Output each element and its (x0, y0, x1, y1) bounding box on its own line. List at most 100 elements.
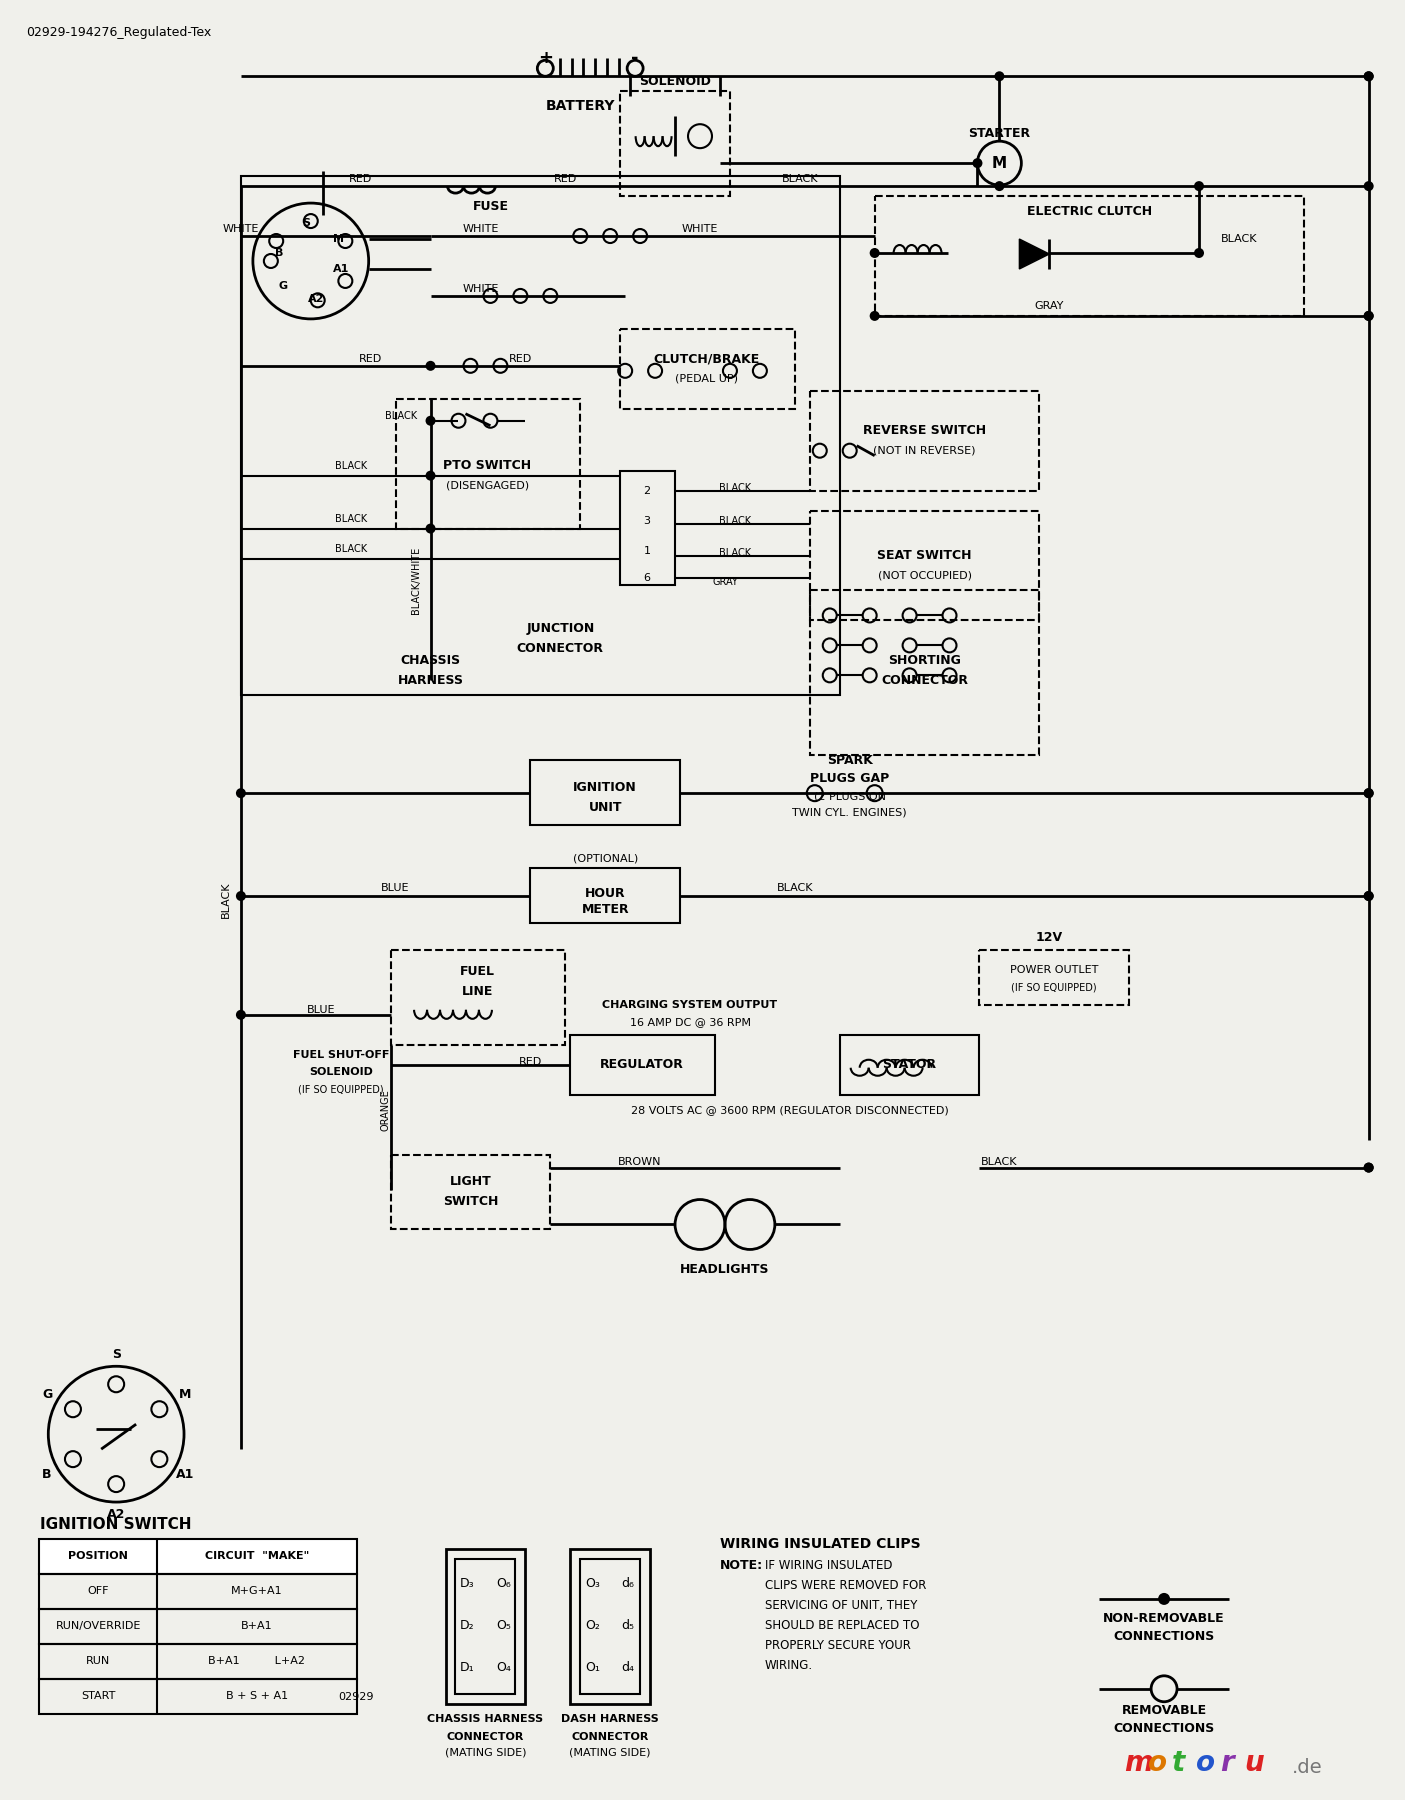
Circle shape (1364, 182, 1374, 191)
Text: BLUE: BLUE (381, 884, 410, 893)
Circle shape (1364, 311, 1374, 320)
Text: BLACK: BLACK (781, 175, 818, 184)
Text: BLACK: BLACK (385, 410, 417, 421)
Text: ELECTRIC CLUTCH: ELECTRIC CLUTCH (1027, 205, 1152, 218)
Text: (IF SO EQUIPPED): (IF SO EQUIPPED) (1012, 983, 1097, 994)
Text: M: M (178, 1388, 191, 1400)
Circle shape (426, 416, 436, 427)
Bar (620, 329, 795, 409)
Text: IGNITION SWITCH: IGNITION SWITCH (41, 1517, 192, 1532)
Text: t: t (1172, 1748, 1186, 1777)
Text: O₁: O₁ (584, 1661, 600, 1674)
Text: JUNCTION: JUNCTION (525, 623, 594, 635)
Bar (809, 511, 1040, 621)
Text: O₂: O₂ (584, 1620, 600, 1633)
Circle shape (972, 158, 982, 167)
Text: HOUR: HOUR (584, 887, 625, 900)
Bar (979, 950, 1130, 1004)
Text: REGULATOR: REGULATOR (600, 1058, 684, 1071)
Circle shape (1364, 788, 1374, 797)
Text: 2: 2 (643, 486, 651, 495)
Text: G: G (42, 1388, 52, 1400)
Text: (PEDAL UP): (PEDAL UP) (676, 374, 739, 383)
Text: CLIPS WERE REMOVED FOR: CLIPS WERE REMOVED FOR (764, 1579, 926, 1593)
Text: A2: A2 (308, 293, 325, 304)
Text: CHARGING SYSTEM OUTPUT: CHARGING SYSTEM OUTPUT (603, 999, 777, 1010)
Text: WIRING INSULATED CLIPS: WIRING INSULATED CLIPS (719, 1537, 920, 1552)
Bar (570, 1035, 715, 1094)
Text: CHASSIS HARNESS: CHASSIS HARNESS (427, 1714, 544, 1724)
Text: NON-REMOVABLE: NON-REMOVABLE (1103, 1613, 1225, 1625)
Text: FUSE: FUSE (472, 200, 509, 212)
Text: RED: RED (360, 355, 382, 364)
Text: .de: .de (1291, 1757, 1322, 1777)
Text: SPARK: SPARK (826, 754, 873, 767)
Circle shape (1364, 72, 1374, 81)
Circle shape (995, 182, 1005, 191)
Text: O₅: O₅ (496, 1620, 511, 1633)
Text: o: o (1148, 1748, 1168, 1777)
Text: PTO SWITCH: PTO SWITCH (444, 459, 531, 472)
Text: CLUTCH/BRAKE: CLUTCH/BRAKE (653, 353, 760, 365)
Text: CHASSIS: CHASSIS (400, 653, 461, 666)
Text: REMOVABLE: REMOVABLE (1121, 1705, 1207, 1717)
Bar (580, 1559, 641, 1694)
Text: (IF SO EQUIPPED): (IF SO EQUIPPED) (298, 1085, 384, 1094)
Text: SHORTING: SHORTING (888, 653, 961, 666)
Text: POWER OUTLET: POWER OUTLET (1010, 965, 1099, 976)
Circle shape (1364, 891, 1374, 902)
Text: DASH HARNESS: DASH HARNESS (562, 1714, 659, 1724)
Text: (NOT IN REVERSE): (NOT IN REVERSE) (874, 446, 976, 455)
Text: A1: A1 (176, 1467, 194, 1481)
Text: IGNITION: IGNITION (573, 781, 636, 794)
Text: M: M (992, 155, 1007, 171)
Text: -: - (631, 49, 639, 67)
Text: D₂: D₂ (461, 1620, 475, 1633)
Text: d₄: d₄ (621, 1661, 635, 1674)
Text: WHITE: WHITE (462, 284, 499, 293)
Text: o: o (1196, 1748, 1215, 1777)
Text: d₅: d₅ (621, 1620, 635, 1633)
Bar (875, 196, 1304, 317)
Text: G: G (278, 281, 288, 292)
Text: START: START (81, 1690, 115, 1701)
Text: WHITE: WHITE (681, 223, 718, 234)
Text: (MATING SIDE): (MATING SIDE) (444, 1748, 527, 1757)
Bar (396, 400, 580, 529)
Text: B+A1: B+A1 (242, 1620, 273, 1631)
Text: 1: 1 (643, 545, 651, 556)
Text: A1: A1 (333, 265, 348, 274)
Text: u: u (1243, 1748, 1263, 1777)
Text: GRAY: GRAY (712, 578, 738, 587)
Text: O₃: O₃ (584, 1577, 600, 1591)
Bar (570, 1550, 651, 1705)
Text: BLACK: BLACK (334, 461, 367, 470)
Text: ORANGE: ORANGE (381, 1089, 391, 1130)
Text: TWIN CYL. ENGINES): TWIN CYL. ENGINES) (792, 806, 908, 817)
Text: CONNECTOR: CONNECTOR (447, 1732, 524, 1742)
Text: SWITCH: SWITCH (443, 1195, 499, 1208)
Text: BLUE: BLUE (306, 1004, 334, 1015)
Circle shape (995, 72, 1005, 81)
Text: UNIT: UNIT (589, 801, 622, 814)
Text: A2: A2 (107, 1508, 125, 1521)
Text: NOTE:: NOTE: (719, 1559, 763, 1573)
Text: HARNESS: HARNESS (398, 673, 464, 688)
Text: M+G+A1: M+G+A1 (230, 1586, 282, 1597)
Circle shape (1364, 311, 1374, 320)
Circle shape (870, 311, 880, 320)
Text: GRAY: GRAY (1034, 301, 1064, 311)
Bar (240, 176, 840, 695)
Text: BLACK: BLACK (1221, 234, 1257, 245)
Text: (OPTIONAL): (OPTIONAL) (573, 853, 638, 862)
Circle shape (1364, 72, 1374, 81)
Circle shape (1364, 891, 1374, 902)
Text: STATOR: STATOR (882, 1058, 937, 1071)
Bar (809, 590, 1040, 756)
Bar (391, 950, 565, 1044)
Text: FUEL: FUEL (459, 965, 495, 979)
Circle shape (1158, 1593, 1170, 1606)
Text: SEAT SWITCH: SEAT SWITCH (877, 549, 972, 562)
Text: D₃: D₃ (461, 1577, 475, 1591)
Text: RED: RED (518, 1057, 542, 1067)
